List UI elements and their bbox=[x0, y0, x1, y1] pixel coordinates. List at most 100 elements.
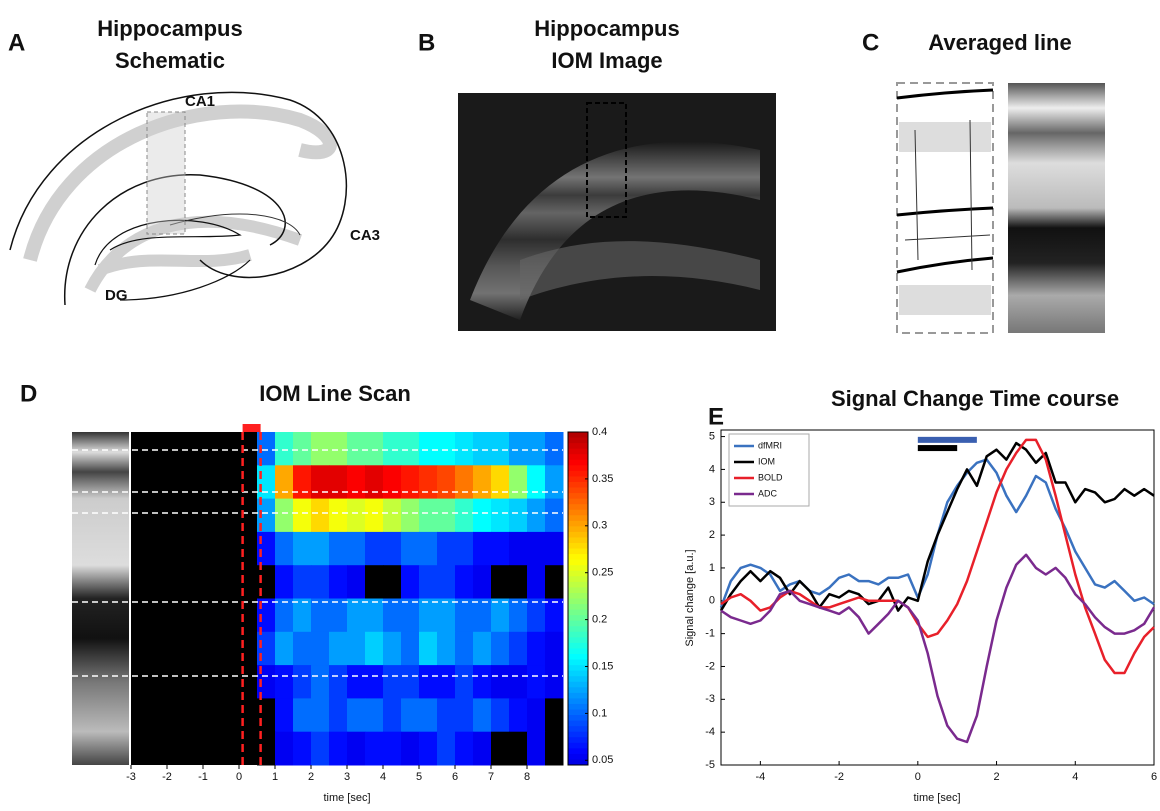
heat-cell bbox=[419, 432, 438, 466]
y-axis-label: Signal change [a.u.] bbox=[684, 549, 696, 646]
heat-cell bbox=[491, 665, 510, 699]
heat-cell bbox=[383, 465, 402, 499]
heat-cell bbox=[329, 665, 348, 699]
heat-cell bbox=[491, 599, 510, 633]
heat-cell bbox=[473, 465, 492, 499]
heat-cell bbox=[293, 698, 312, 732]
chart-title: Signal Change Time course bbox=[831, 386, 1119, 411]
heat-cell bbox=[509, 698, 528, 732]
heat-cell bbox=[437, 599, 456, 633]
heat-cell bbox=[545, 698, 564, 732]
heat-cell bbox=[509, 632, 528, 666]
heat-cell bbox=[437, 532, 456, 566]
heat-cell bbox=[527, 499, 546, 533]
colorbar-tick-label: 0.2 bbox=[592, 614, 607, 626]
x-tick-label: 6 bbox=[452, 771, 458, 783]
heat-cell bbox=[419, 665, 438, 699]
x-tick-label: 1 bbox=[272, 771, 278, 783]
colorbar-segment bbox=[568, 432, 588, 438]
heat-cell bbox=[329, 565, 348, 599]
heat-cell bbox=[437, 465, 456, 499]
heat-cell bbox=[473, 565, 492, 599]
heat-cell bbox=[401, 665, 420, 699]
heat-cell bbox=[401, 499, 420, 533]
heat-cell bbox=[293, 732, 312, 766]
heat-cell bbox=[545, 732, 564, 766]
colorbar-segment bbox=[568, 698, 588, 704]
chart-title: IOM Line Scan bbox=[259, 381, 411, 406]
heat-cell bbox=[527, 599, 546, 633]
heat-cell bbox=[509, 565, 528, 599]
heat-cell bbox=[527, 632, 546, 666]
heat-cell bbox=[455, 432, 474, 466]
heat-cell bbox=[293, 632, 312, 666]
heat-cell bbox=[329, 465, 348, 499]
colorbar-segment bbox=[568, 676, 588, 682]
heat-cell bbox=[365, 732, 384, 766]
colorbar-segment bbox=[568, 510, 588, 516]
heat-cell bbox=[509, 532, 528, 566]
heat-cell bbox=[329, 499, 348, 533]
colorbar-segment bbox=[568, 626, 588, 632]
heat-cell bbox=[419, 532, 438, 566]
heat-cell bbox=[473, 499, 492, 533]
heat-cell bbox=[491, 499, 510, 533]
panel-letter: B bbox=[418, 29, 435, 56]
colorbar-tick-label: 0.4 bbox=[592, 426, 607, 438]
heat-cell bbox=[275, 599, 294, 633]
colorbar-tick-label: 0.3 bbox=[592, 520, 607, 532]
heat-cell bbox=[455, 499, 474, 533]
heat-cell bbox=[419, 632, 438, 666]
colorbar-segment bbox=[568, 565, 588, 571]
heat-cell bbox=[365, 632, 384, 666]
heat-cell bbox=[491, 532, 510, 566]
colorbar-segment bbox=[568, 693, 588, 699]
panel-letter: D bbox=[20, 380, 37, 407]
panel-e: E Signal Change Time course time [sec] S… bbox=[684, 386, 1157, 804]
heat-cell bbox=[365, 432, 384, 466]
legend-label: ADC bbox=[758, 488, 778, 498]
colorbar-tick-label: 0.05 bbox=[592, 754, 613, 766]
x-tick-label: 3 bbox=[344, 771, 350, 783]
heat-cell bbox=[509, 665, 528, 699]
colorbar-segment bbox=[568, 726, 588, 732]
heat-cell bbox=[383, 732, 402, 766]
panel-title: Hippocampus bbox=[97, 16, 242, 41]
colorbar-segment bbox=[568, 587, 588, 593]
heat-cell bbox=[455, 565, 474, 599]
panel-title: Averaged line bbox=[928, 30, 1071, 55]
heat-cell bbox=[293, 599, 312, 633]
heat-cell bbox=[275, 665, 294, 699]
heat-cell bbox=[383, 565, 402, 599]
heat-cell bbox=[293, 465, 312, 499]
colorbar-segment bbox=[568, 471, 588, 477]
heat-cell bbox=[437, 665, 456, 699]
heat-cell bbox=[329, 432, 348, 466]
heat-cell bbox=[545, 432, 564, 466]
heat-cell bbox=[383, 532, 402, 566]
colorbar-segment bbox=[568, 599, 588, 605]
panel-title: IOM Image bbox=[551, 48, 662, 73]
stimulus-bar bbox=[243, 424, 261, 432]
heat-cell bbox=[419, 499, 438, 533]
heat-cell bbox=[347, 698, 366, 732]
heat-cell bbox=[401, 465, 420, 499]
heat-cell bbox=[365, 532, 384, 566]
colorbar-segment bbox=[568, 632, 588, 638]
heat-cell bbox=[293, 565, 312, 599]
colorbar-segment bbox=[568, 543, 588, 549]
figure: A Hippocampus Schematic CA1 CA3 DG B Hip… bbox=[0, 0, 1160, 806]
y-tick-label: -4 bbox=[705, 726, 715, 738]
hippocampus-schematic bbox=[10, 92, 346, 305]
heat-cell bbox=[275, 632, 294, 666]
region-label: DG bbox=[105, 287, 128, 304]
region-label: CA3 bbox=[350, 227, 380, 244]
colorbar-segment bbox=[568, 687, 588, 693]
heat-cell bbox=[275, 432, 294, 466]
colorbar-segment bbox=[568, 515, 588, 521]
heat-cell bbox=[365, 698, 384, 732]
heat-cell bbox=[455, 632, 474, 666]
x-tick-label: 5 bbox=[416, 771, 422, 783]
colorbar-segment bbox=[568, 549, 588, 555]
